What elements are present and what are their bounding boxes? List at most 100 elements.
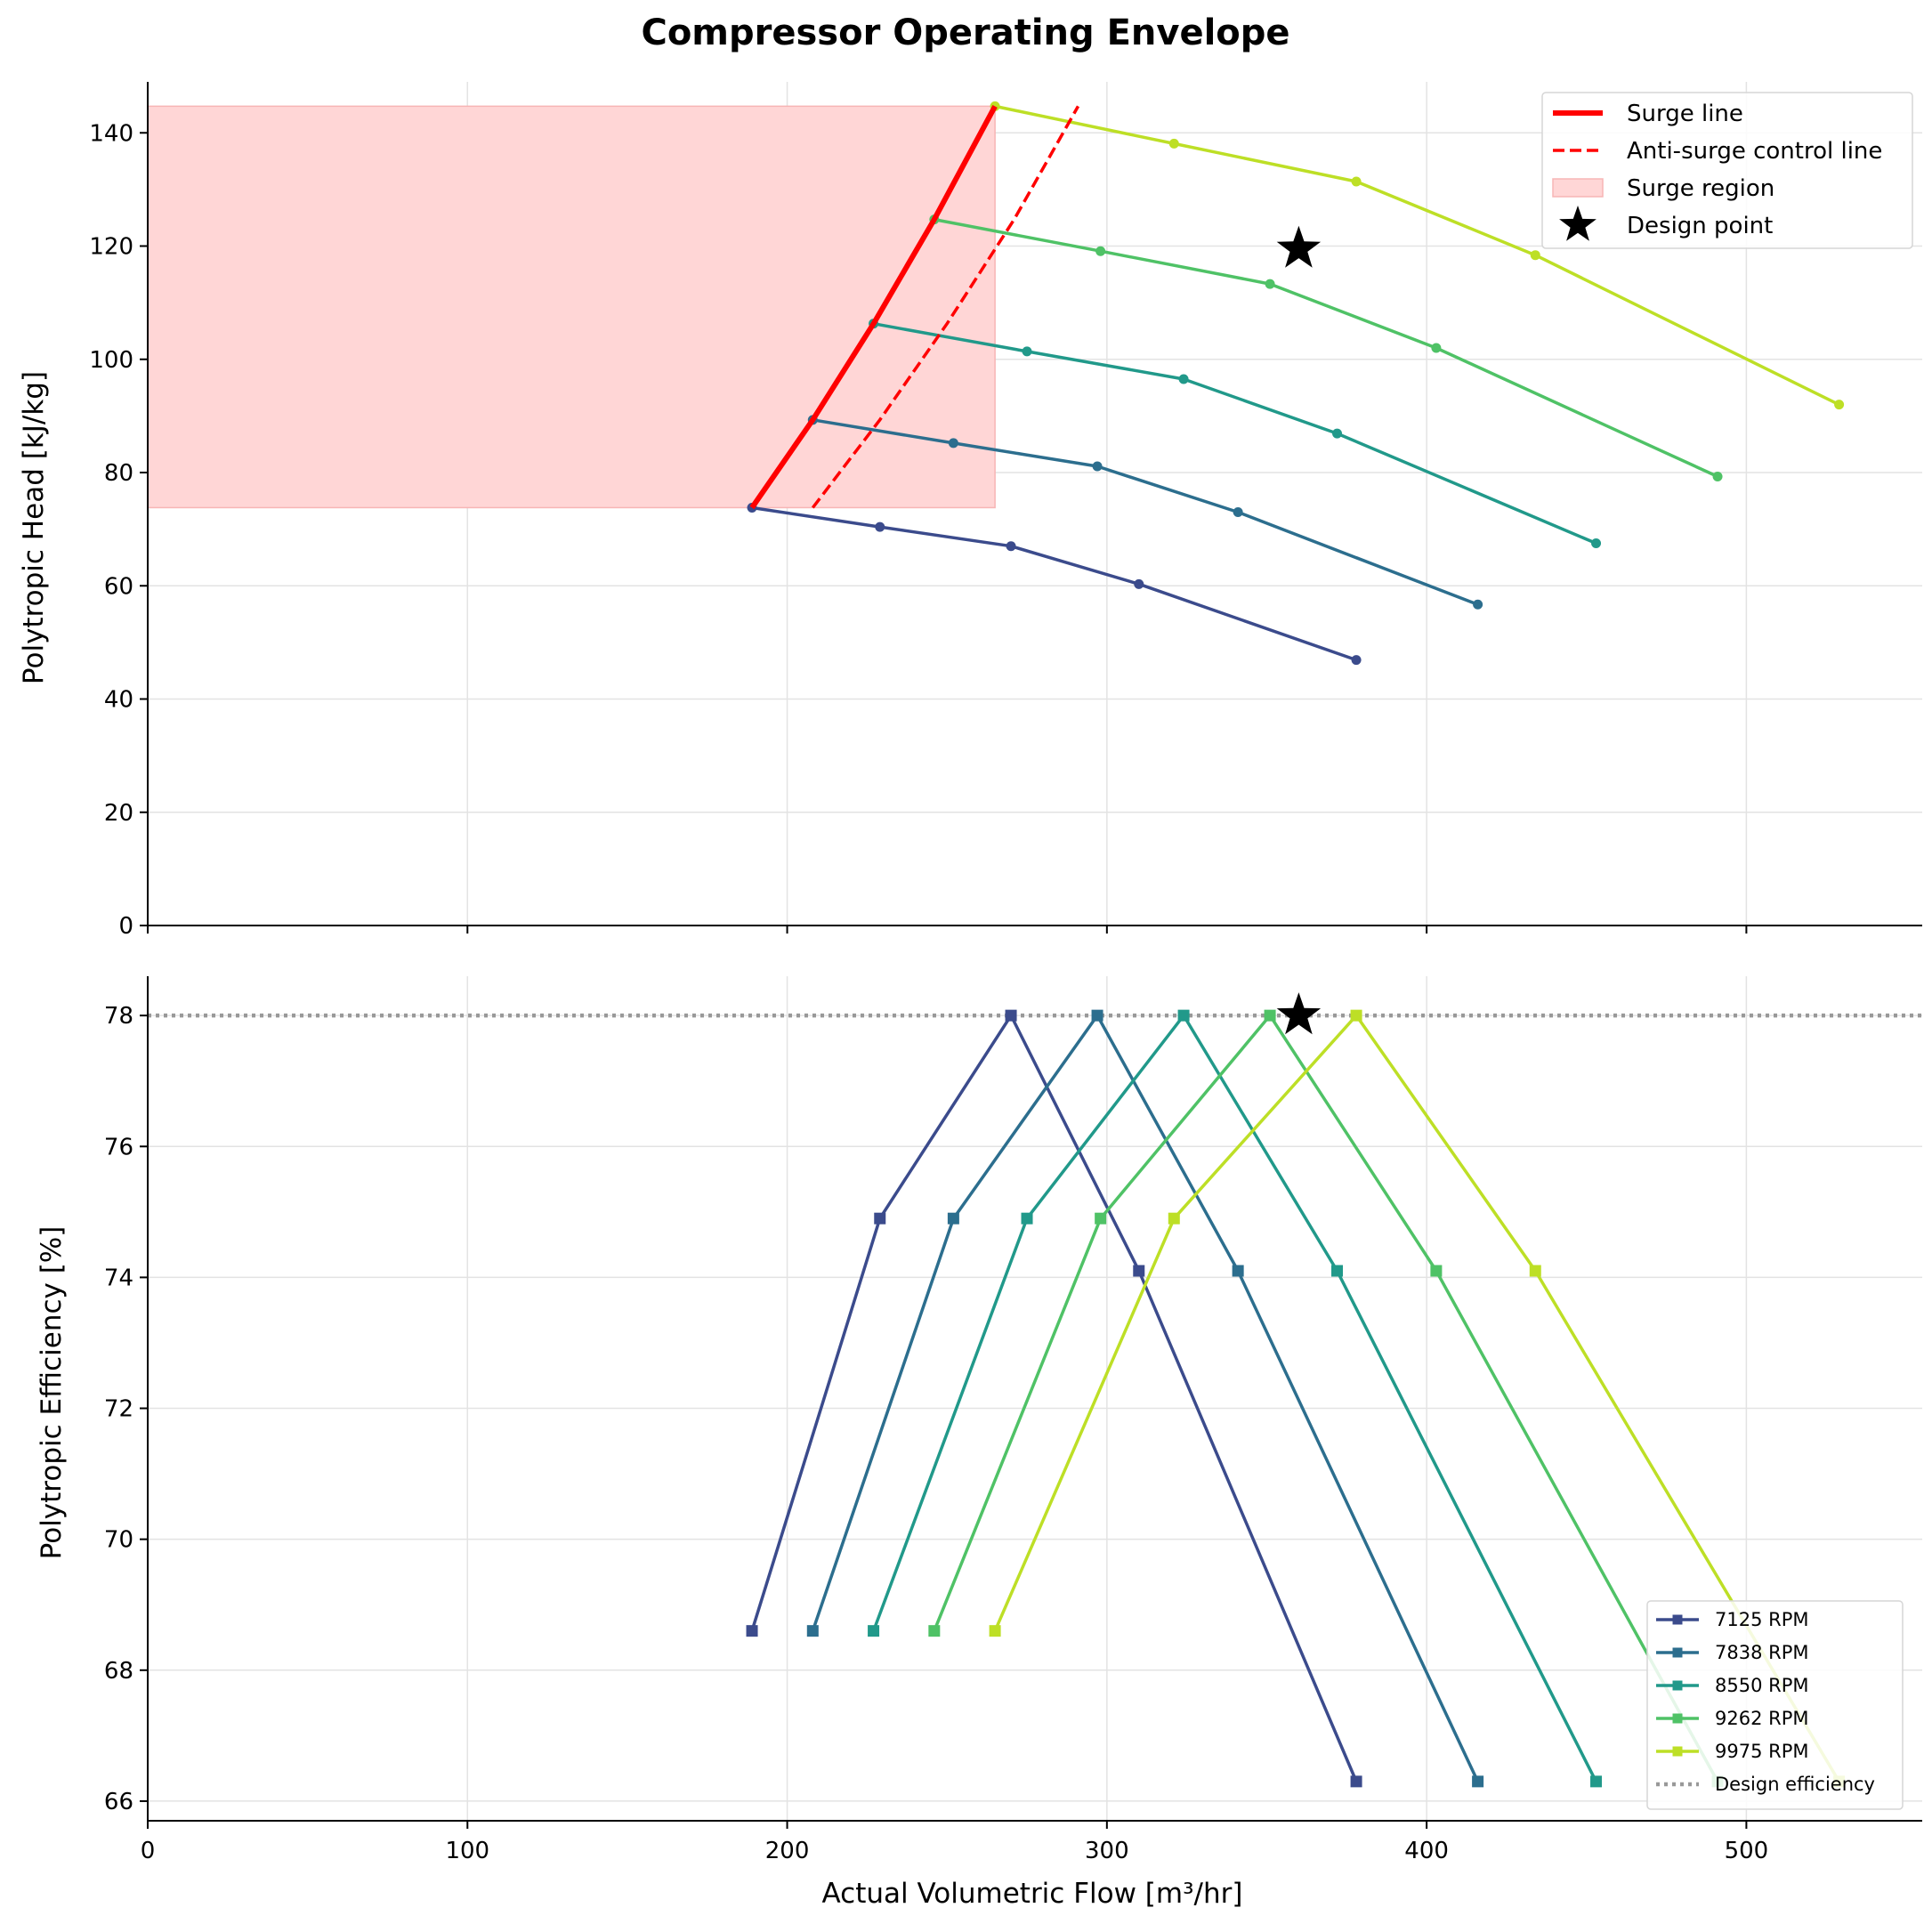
head-line-7125-rpm <box>751 505 1357 662</box>
head-legend: Surge line Anti-surge control line Surge r… <box>1541 92 1913 249</box>
head-line-9262-rpm <box>934 217 1718 479</box>
efficiency-y-tick-label: 76 <box>104 1134 133 1160</box>
efficiency-axes <box>140 976 1922 1829</box>
head-point <box>1092 461 1103 472</box>
efficiency-line-8550-rpm <box>871 1014 1598 1782</box>
head-point <box>1712 471 1723 481</box>
head-point <box>1006 541 1016 552</box>
efficiency-point <box>1350 1009 1362 1022</box>
legend-swatch-marker <box>1672 1746 1683 1757</box>
head-point <box>1233 507 1243 518</box>
efficiency-point <box>1350 1775 1362 1788</box>
head-y-tick-label: 60 <box>104 573 133 600</box>
efficiency-point <box>1590 1775 1603 1788</box>
efficiency-y-tick-label: 66 <box>104 1789 133 1815</box>
head-point <box>1134 578 1144 589</box>
efficiency-legend: 7125 RPM 7838 RPM 8550 RPM 9262 RPM 9975 RPM… <box>1646 1600 1904 1810</box>
efficiency-point <box>1168 1212 1180 1225</box>
legend-swatch-marker <box>1672 1647 1683 1658</box>
efficiency-point <box>1331 1265 1344 1277</box>
head-point <box>1168 138 1179 149</box>
efficiency-point <box>928 1625 941 1637</box>
efficiency-panel: 66 68 70 72 74 76 78 0 100 200 300 400 500 Polytropi… <box>36 976 1922 1910</box>
surge-region-rect <box>147 105 996 509</box>
head-series <box>747 101 1845 666</box>
head-point <box>1530 250 1540 261</box>
head-point <box>875 521 885 532</box>
efficiency-point <box>1133 1265 1145 1277</box>
x-tick-label: 200 <box>765 1838 810 1864</box>
surge-line <box>749 104 998 510</box>
head-y-tick-label: 20 <box>104 800 133 827</box>
legend-label: 7125 RPM <box>1715 1609 1809 1630</box>
legend-label: 7838 RPM <box>1715 1642 1809 1663</box>
legend-label: Surge region <box>1627 175 1774 202</box>
chart-title: Compressor Operating Envelope <box>641 12 1289 53</box>
efficiency-point <box>1430 1265 1443 1277</box>
legend-label: 9262 RPM <box>1715 1708 1809 1729</box>
efficiency-y-axis-label: Polytropic Efficiency [%] <box>36 1226 68 1560</box>
legend-label: Surge line <box>1627 101 1743 127</box>
efficiency-point <box>868 1625 880 1637</box>
legend-label: Design efficiency <box>1715 1774 1875 1795</box>
head-point <box>1022 346 1032 357</box>
efficiency-point <box>947 1212 959 1225</box>
head-point <box>1095 246 1106 256</box>
head-y-axis-label: Polytropic Head [kJ/kg] <box>18 371 50 684</box>
legend-label: 8550 RPM <box>1715 1675 1809 1696</box>
legend-swatch-surge-region <box>1552 178 1604 198</box>
head-point <box>1265 279 1275 289</box>
efficiency-point <box>806 1625 819 1637</box>
efficiency-y-tick-label: 70 <box>104 1527 133 1554</box>
efficiency-series <box>148 992 1922 1788</box>
x-tick-label: 500 <box>1725 1838 1769 1864</box>
legend-swatch-marker <box>1672 1713 1683 1724</box>
head-legend-frame <box>1541 92 1913 249</box>
efficiency-point <box>746 1625 758 1637</box>
legend-swatch-design-point <box>1559 206 1597 241</box>
head-y-tick-label: 40 <box>104 687 133 714</box>
efficiency-y-tick-label: 78 <box>104 1003 133 1030</box>
efficiency-y-tick-label: 68 <box>104 1658 133 1685</box>
head-point <box>1473 599 1483 610</box>
anti-surge-line <box>811 105 1080 509</box>
efficiency-y-tick-label: 72 <box>104 1396 133 1423</box>
head-point <box>948 438 958 449</box>
efficiency-point <box>1529 1265 1541 1277</box>
efficiency-line-7838-rpm <box>811 1014 1480 1782</box>
x-tick-label: 300 <box>1085 1838 1129 1864</box>
x-axis-label: Actual Volumetric Flow [m³/hr] <box>822 1878 1243 1910</box>
efficiency-point <box>1232 1265 1244 1277</box>
efficiency-point <box>874 1212 886 1225</box>
efficiency-point <box>989 1625 1001 1637</box>
head-point <box>1351 176 1362 187</box>
efficiency-point <box>1091 1009 1103 1022</box>
head-point <box>1431 343 1442 353</box>
head-point <box>1178 374 1189 384</box>
head-y-tick-label: 100 <box>89 347 133 374</box>
efficiency-y-tick-label: 74 <box>104 1265 133 1291</box>
head-y-tick-label: 80 <box>104 460 133 487</box>
legend-swatch-marker <box>1672 1680 1683 1691</box>
efficiency-point <box>1177 1009 1190 1022</box>
head-point <box>1591 538 1602 549</box>
efficiency-legend-frame <box>1646 1600 1904 1810</box>
x-tick-label: 0 <box>141 1838 156 1864</box>
legend-label: 9975 RPM <box>1715 1741 1809 1762</box>
head-y-tick-label: 120 <box>89 234 133 261</box>
efficiency-line-9262-rpm <box>933 1014 1719 1782</box>
head-axes <box>140 82 1922 934</box>
efficiency-line-7125-rpm <box>750 1014 1358 1782</box>
x-tick-label: 100 <box>445 1838 489 1864</box>
efficiency-point <box>1021 1212 1033 1225</box>
legend-label: Anti-surge control line <box>1627 138 1882 165</box>
head-tick-labels: 0 20 40 60 80 100 120 140 <box>89 120 133 940</box>
head-y-tick-label: 0 <box>118 913 133 940</box>
x-tick-label: 400 <box>1404 1838 1449 1864</box>
head-point <box>1332 428 1343 439</box>
head-point <box>1351 655 1362 666</box>
efficiency-point <box>1005 1009 1017 1022</box>
efficiency-tick-labels: 66 68 70 72 74 76 78 0 100 200 300 400 500 <box>104 1003 1768 1864</box>
surge-region <box>147 105 996 509</box>
